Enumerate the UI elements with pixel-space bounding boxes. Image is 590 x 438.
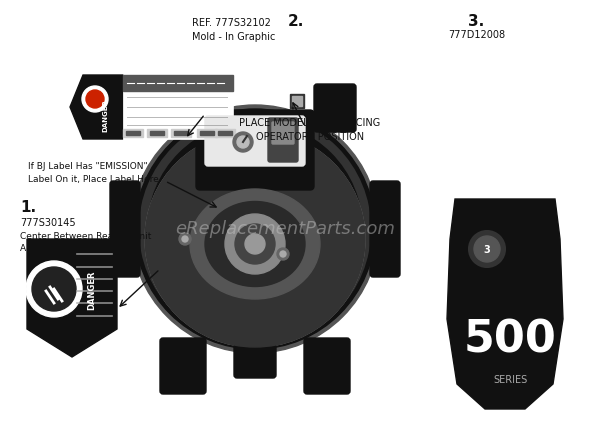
Bar [123, 76, 233, 140]
Text: 777S30145: 777S30145 [20, 218, 76, 227]
Circle shape [225, 215, 285, 274]
Bar [218, 132, 232, 136]
Bar [126, 132, 140, 136]
Text: 2.: 2. [288, 14, 304, 29]
Circle shape [280, 251, 286, 258]
Circle shape [235, 225, 275, 265]
Bar [197, 130, 217, 138]
Text: Center Between Rear Of Unit: Center Between Rear Of Unit [20, 231, 152, 240]
Ellipse shape [145, 132, 365, 347]
Circle shape [277, 248, 289, 261]
Text: 500: 500 [464, 318, 556, 360]
Ellipse shape [190, 190, 320, 299]
Circle shape [237, 137, 249, 148]
Text: REF. 777S32102: REF. 777S32102 [192, 18, 271, 28]
Circle shape [179, 233, 191, 245]
Text: And Discharge Opening: And Discharge Opening [20, 244, 127, 252]
FancyBboxPatch shape [314, 85, 356, 133]
Bar [290, 95, 304, 109]
Bar [123, 76, 233, 92]
FancyBboxPatch shape [370, 182, 400, 277]
Circle shape [474, 237, 500, 262]
FancyBboxPatch shape [234, 344, 276, 378]
Circle shape [86, 91, 104, 109]
Text: OPERATORS POSITION: OPERATORS POSITION [256, 132, 364, 141]
Circle shape [233, 133, 253, 153]
Bar [215, 130, 235, 138]
Text: Mold - In Graphic: Mold - In Graphic [192, 32, 276, 42]
Text: 3.: 3. [468, 14, 484, 29]
Circle shape [131, 106, 379, 353]
Bar [174, 132, 188, 136]
Circle shape [245, 234, 265, 254]
Circle shape [82, 87, 108, 113]
FancyBboxPatch shape [304, 338, 350, 394]
Ellipse shape [145, 132, 365, 347]
Text: 1.: 1. [20, 200, 36, 215]
Text: 777D12008: 777D12008 [448, 30, 505, 40]
Text: DANGER: DANGER [102, 99, 108, 132]
FancyBboxPatch shape [160, 338, 206, 394]
Polygon shape [27, 240, 117, 357]
Polygon shape [447, 200, 563, 409]
Circle shape [135, 110, 375, 349]
Circle shape [32, 267, 76, 311]
Bar [123, 130, 143, 138]
Text: 3: 3 [484, 244, 490, 254]
Bar [200, 132, 214, 136]
Text: SERIES: SERIES [493, 374, 527, 384]
Circle shape [26, 261, 82, 317]
FancyBboxPatch shape [205, 117, 305, 166]
Bar [171, 130, 191, 138]
Text: If BJ Label Has "EMISSION": If BJ Label Has "EMISSION" [28, 162, 148, 171]
Text: PLACE MODEL PLATE FACING: PLACE MODEL PLATE FACING [240, 118, 381, 128]
Text: DANGER: DANGER [87, 270, 97, 309]
Circle shape [182, 237, 188, 243]
FancyBboxPatch shape [110, 182, 140, 277]
Polygon shape [70, 76, 123, 140]
Text: eReplacementParts.com: eReplacementParts.com [175, 220, 395, 238]
Bar [150, 132, 164, 136]
Text: Label On it, Place Label Here: Label On it, Place Label Here [28, 175, 159, 184]
FancyBboxPatch shape [272, 123, 294, 145]
Bar [147, 130, 167, 138]
Bar [292, 97, 302, 107]
FancyBboxPatch shape [196, 111, 314, 191]
FancyBboxPatch shape [154, 85, 196, 133]
Ellipse shape [205, 202, 305, 287]
Circle shape [469, 231, 505, 267]
FancyBboxPatch shape [268, 119, 298, 162]
